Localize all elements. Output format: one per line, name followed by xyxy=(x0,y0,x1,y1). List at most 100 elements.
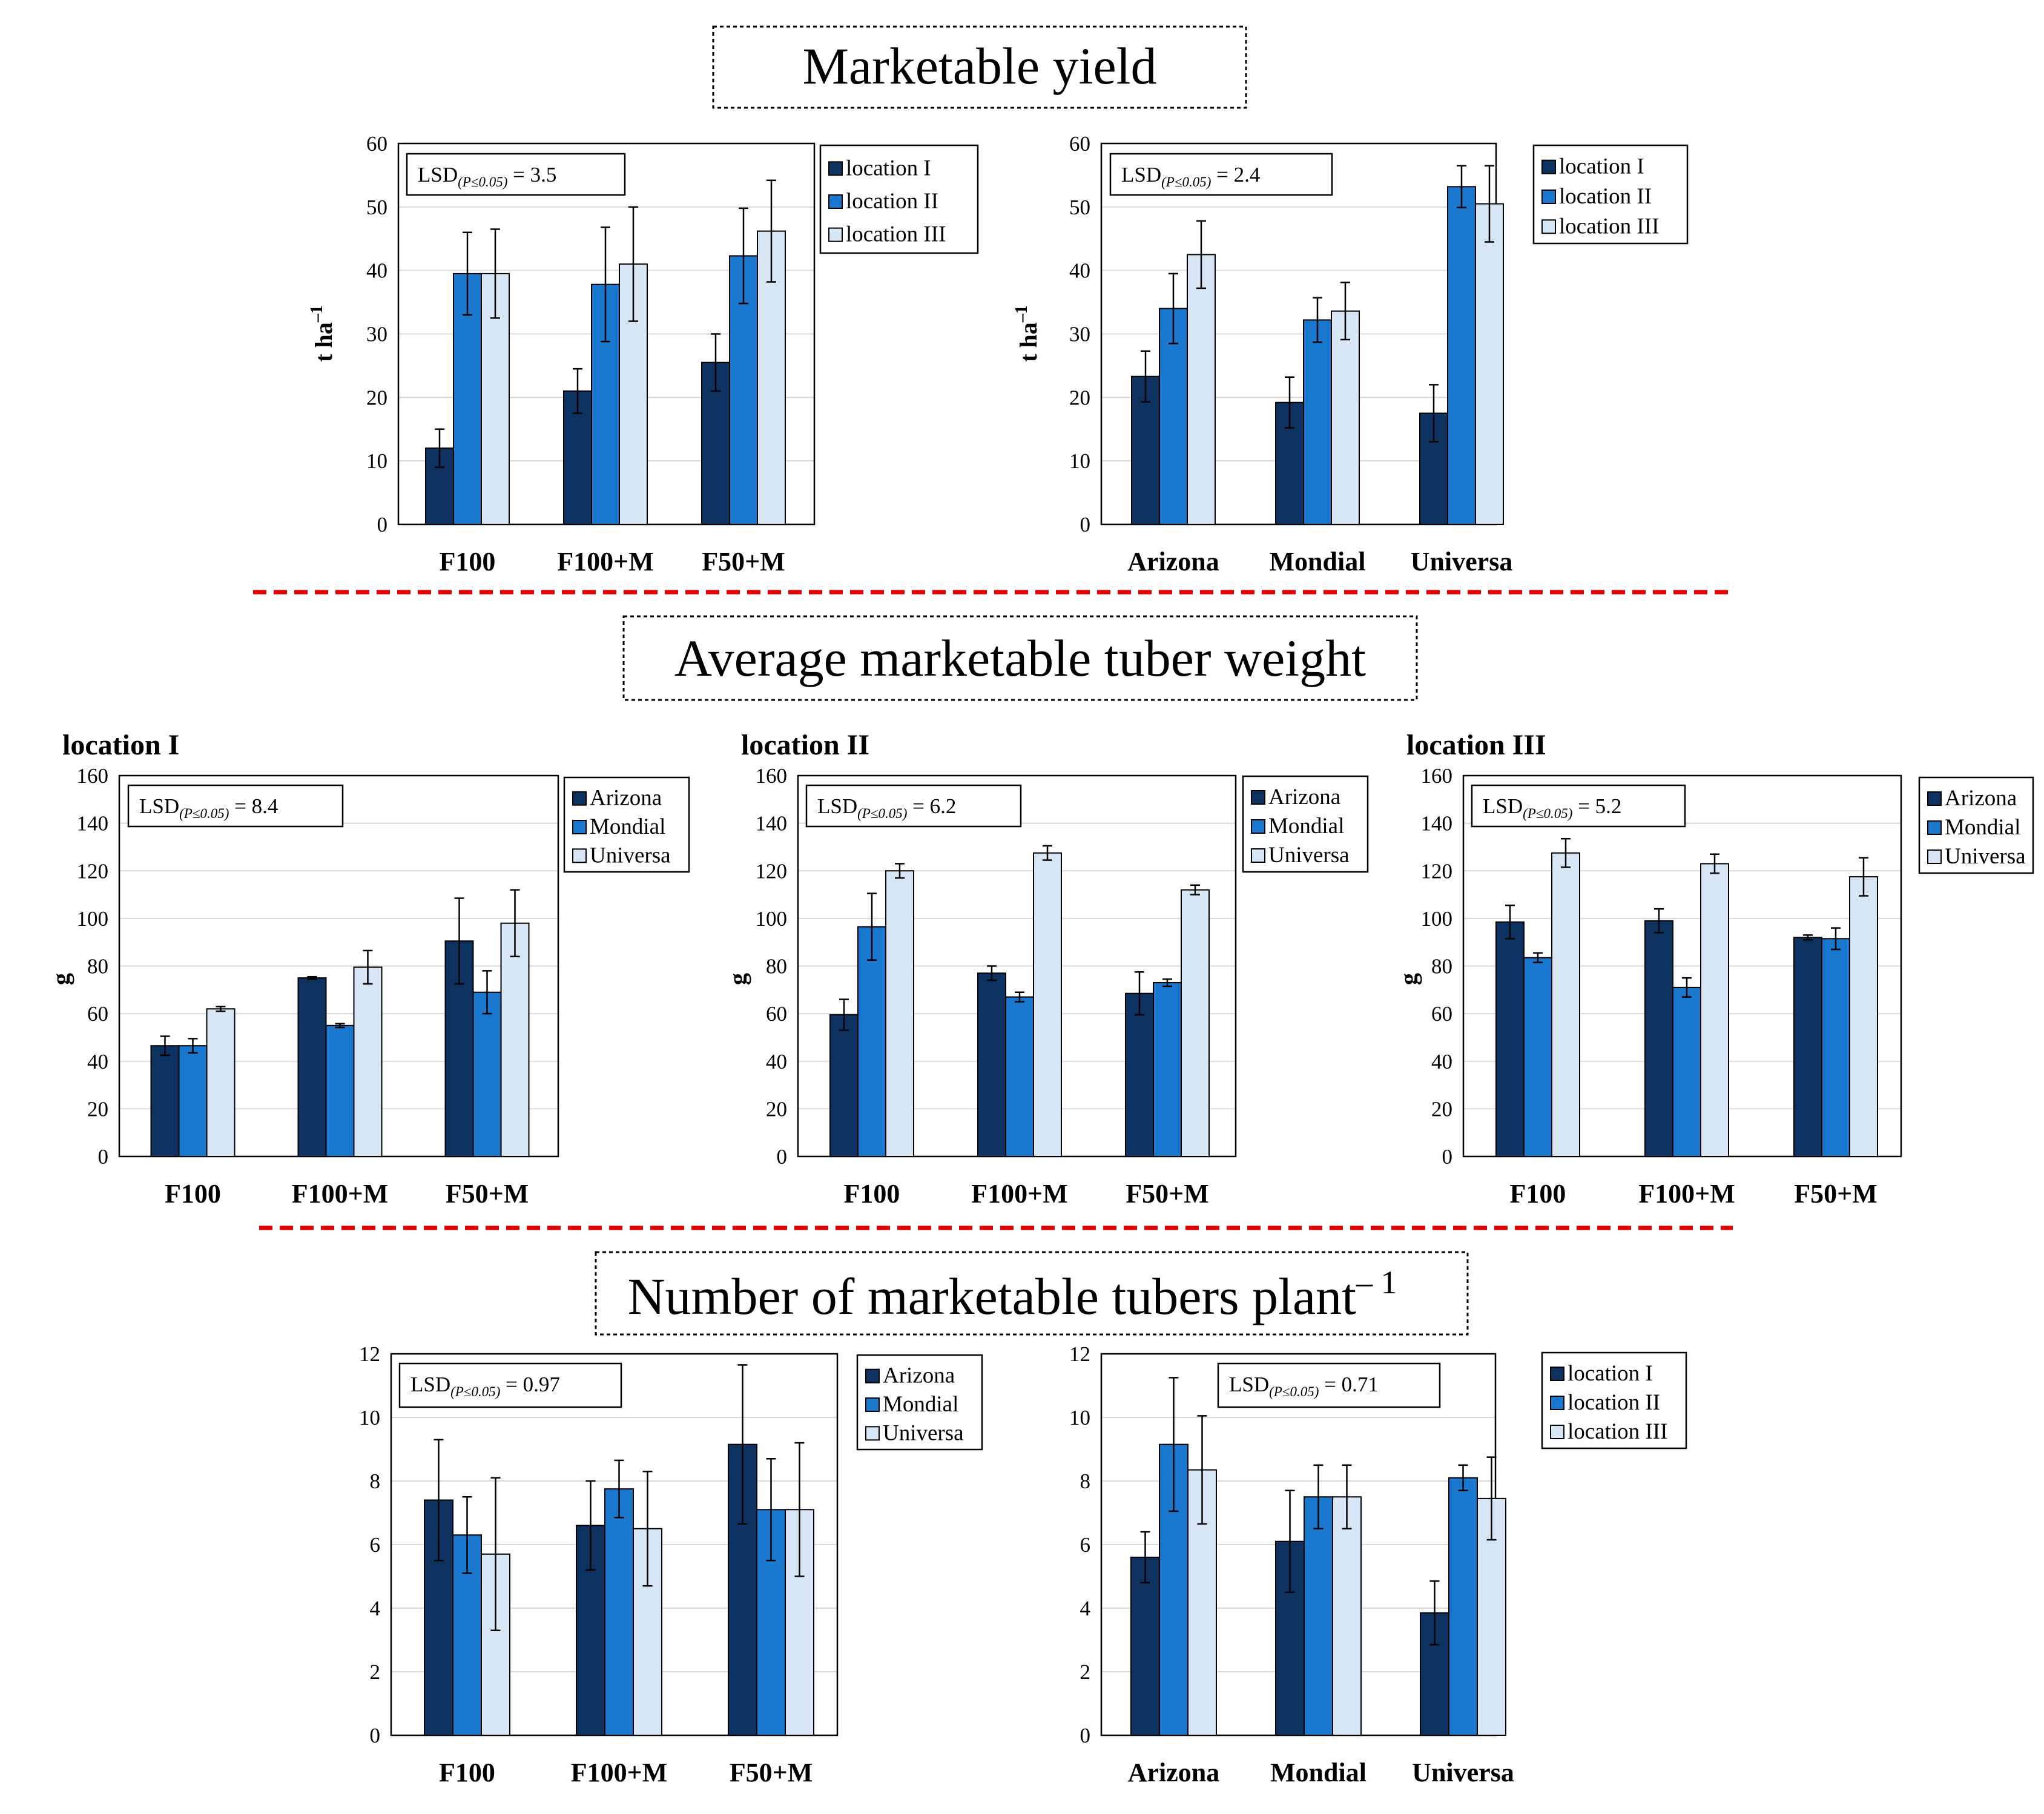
lsd-text: LSD xyxy=(139,794,179,818)
y-axis-label-text: t ha xyxy=(1015,322,1042,362)
legend-swatch xyxy=(865,1397,880,1412)
legend-label: Universa xyxy=(1945,844,2026,869)
legend-label: location I xyxy=(1568,1361,1653,1386)
y-axis-label: t ha–1 xyxy=(308,305,337,362)
bar xyxy=(829,1014,859,1157)
bar xyxy=(1793,937,1822,1157)
y-tick-label: 60 xyxy=(766,1002,787,1026)
chart-panel-2: 0 10 20 30 40 50 60 Arizona Mondial Universa t ha–… xyxy=(1012,132,1689,576)
lsd-text: LSD xyxy=(1483,794,1523,818)
y-tick-label: 160 xyxy=(77,764,109,788)
y-tick-label: 120 xyxy=(756,859,788,883)
y-tick-label: 6 xyxy=(370,1533,381,1557)
y-tick-label: 30 xyxy=(1069,323,1090,346)
bar xyxy=(472,991,502,1158)
y-tick-label: 40 xyxy=(766,1050,787,1074)
lsd-value: = 0.97 xyxy=(500,1373,560,1396)
y-tick-label: 100 xyxy=(77,907,109,931)
y-tick-label: 6 xyxy=(1080,1533,1091,1557)
legend-label: location II xyxy=(1559,184,1652,209)
panel-title: location II xyxy=(741,729,869,761)
y-tick-label: 20 xyxy=(87,1097,108,1121)
legend-swatch xyxy=(1541,159,1556,174)
y-tick-label: 20 xyxy=(766,1097,787,1121)
chart-panel-7: 0 2 4 6 8 10 12 Arizona Mondial Universa LSD(P≤0.0… xyxy=(1069,1342,1687,1787)
legend-swatch xyxy=(1251,819,1265,834)
lsd-text: LSD xyxy=(817,794,857,818)
bar xyxy=(1700,863,1729,1158)
x-category-label: Mondial xyxy=(1270,1758,1367,1787)
legend-label: location I xyxy=(1559,154,1644,179)
y-tick-label: 4 xyxy=(1080,1597,1091,1620)
legend-label: location II xyxy=(846,189,938,214)
number-title-main: Number of marketable tubers plant xyxy=(627,1267,1356,1325)
bar xyxy=(1033,852,1062,1157)
y-tick-label: 0 xyxy=(370,1724,381,1747)
y-tick-label: 8 xyxy=(370,1469,381,1493)
y-tick-label: 80 xyxy=(87,955,108,978)
lsd-label: LSD(P≤0.05) = 5.2 xyxy=(1483,794,1621,821)
x-category-label: F50+M xyxy=(1126,1179,1208,1209)
y-axis-label: t ha–1 xyxy=(1012,305,1042,362)
y-axis-label: g xyxy=(724,973,751,985)
y-tick-label: 0 xyxy=(377,513,388,536)
chart-panel-4: location II 0 20 40 60 80 100 120 140 160 F100 F100… xyxy=(724,729,1369,1209)
y-tick-label: 140 xyxy=(1421,812,1453,836)
lsd-subscript: (P≤0.05) xyxy=(1523,806,1572,821)
bar xyxy=(857,926,886,1158)
chart-panel-5: location III 0 20 40 60 80 100 120 140 160 F100 F10… xyxy=(1395,729,2034,1209)
legend-label: Mondial xyxy=(1945,815,2020,840)
y-tick-label: 0 xyxy=(1080,1724,1091,1747)
bar xyxy=(1821,938,1850,1158)
lsd-value: = 5.2 xyxy=(1572,794,1621,818)
bar xyxy=(1849,876,1878,1157)
panel-title: location III xyxy=(1406,729,1546,761)
number-title-box xyxy=(595,1251,1469,1336)
y-axis-label-text: g xyxy=(47,973,74,985)
legend-label: Universa xyxy=(883,1420,964,1445)
bar xyxy=(1475,203,1504,525)
x-category-label: Universa xyxy=(1411,547,1513,576)
yield-title: Marketable yield xyxy=(802,37,1156,95)
lsd-subscript: (P≤0.05) xyxy=(450,1384,500,1399)
lsd-box xyxy=(398,1362,622,1408)
y-tick-label: 140 xyxy=(756,812,788,836)
chart-panel-6: 0 2 4 6 8 10 12 F100 F100+M F50+M LSD(P≤0.05) = 0.… xyxy=(359,1342,983,1787)
y-tick-label: 12 xyxy=(359,1342,380,1366)
legend-label: location III xyxy=(846,222,946,247)
x-category-label: Arizona xyxy=(1127,547,1219,576)
legend-label: Arizona xyxy=(590,786,662,811)
x-category-label: F100+M xyxy=(571,1758,667,1787)
legend-label: Arizona xyxy=(1945,786,2017,811)
lsd-text: LSD xyxy=(418,163,458,186)
legend-swatch xyxy=(1927,820,1942,835)
legend-box xyxy=(819,144,979,254)
bar xyxy=(1181,889,1210,1157)
bar xyxy=(1332,1496,1362,1736)
bar xyxy=(1304,1496,1333,1736)
y-tick-label: 100 xyxy=(756,907,788,931)
bar xyxy=(1523,957,1552,1157)
x-category-label: F100 xyxy=(439,1758,495,1787)
legend-swatch xyxy=(1550,1425,1564,1439)
y-axis-label: g xyxy=(1395,973,1422,985)
bar xyxy=(604,1488,634,1736)
y-axis-label-text: t ha xyxy=(310,322,337,362)
y-tick-label: 60 xyxy=(1069,132,1090,156)
bar xyxy=(1331,310,1360,525)
y-tick-label: 10 xyxy=(359,1406,380,1430)
x-category-label: F100 xyxy=(1510,1179,1566,1209)
y-tick-label: 0 xyxy=(777,1145,788,1169)
y-tick-label: 80 xyxy=(1431,955,1452,978)
lsd-box xyxy=(406,153,626,196)
legend-swatch xyxy=(572,820,587,834)
bar xyxy=(297,977,327,1157)
y-tick-label: 50 xyxy=(366,196,387,219)
lsd-label: LSD(P≤0.05) = 6.2 xyxy=(817,794,956,821)
bar xyxy=(1187,254,1216,525)
lsd-subscript: (P≤0.05) xyxy=(1161,174,1211,190)
x-category-label: Arizona xyxy=(1128,1758,1220,1787)
x-category-label: F100 xyxy=(440,547,496,576)
